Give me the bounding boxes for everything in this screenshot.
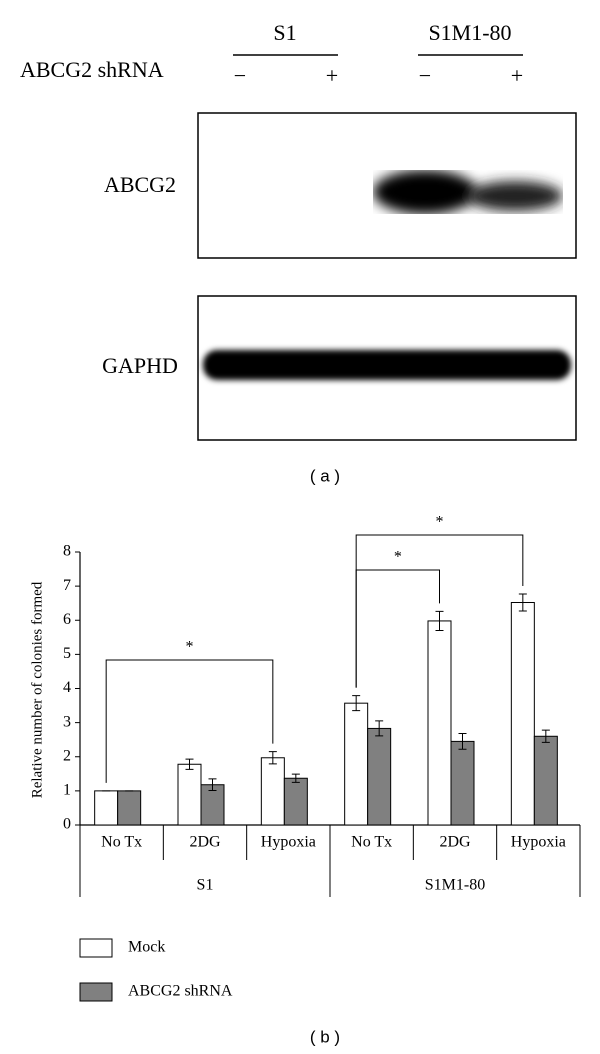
error-bar bbox=[268, 751, 277, 765]
significance-label: * bbox=[436, 514, 444, 531]
bar bbox=[94, 790, 119, 826]
band bbox=[467, 181, 563, 211]
y-tick-label: 2 bbox=[63, 747, 71, 764]
bar bbox=[344, 702, 369, 826]
group-label: S1 bbox=[273, 20, 296, 45]
bar bbox=[117, 790, 142, 826]
x-tick-label: No Tx bbox=[101, 834, 142, 851]
lane-label: − bbox=[234, 63, 246, 88]
error-bar bbox=[518, 593, 527, 612]
bar bbox=[450, 740, 475, 826]
x-tick-label: No Tx bbox=[351, 834, 392, 851]
error-bar bbox=[208, 778, 217, 792]
y-tick-label: 8 bbox=[63, 543, 71, 560]
y-tick-label: 6 bbox=[63, 611, 71, 628]
legend-swatch bbox=[79, 982, 113, 1002]
group-label: S1M1-80 bbox=[428, 20, 511, 45]
legend-label: Mock bbox=[128, 939, 165, 956]
group-label: S1M1-80 bbox=[425, 877, 485, 894]
x-tick-label: 2DG bbox=[439, 834, 471, 851]
legend-label: ABCG2 shRNA bbox=[128, 983, 233, 1000]
legend-swatch bbox=[79, 938, 113, 958]
band-label: GAPHD bbox=[102, 353, 178, 378]
y-tick-label: 5 bbox=[63, 645, 71, 662]
x-tick-label: Hypoxia bbox=[511, 834, 566, 851]
row-label: ABCG2 shRNA bbox=[20, 57, 164, 82]
error-bar bbox=[352, 695, 361, 712]
lane-label: − bbox=[419, 63, 431, 88]
error-bar bbox=[291, 773, 300, 783]
band bbox=[203, 350, 571, 380]
panel-label: ( b ) bbox=[310, 1027, 340, 1046]
error-bar bbox=[375, 720, 384, 737]
y-tick-label: 1 bbox=[63, 782, 71, 799]
y-tick-label: 7 bbox=[63, 577, 71, 594]
x-tick-label: Hypoxia bbox=[261, 834, 316, 851]
error-bar bbox=[185, 758, 194, 770]
significance-bracket bbox=[355, 534, 524, 688]
y-tick-label: 3 bbox=[63, 713, 71, 730]
bar bbox=[260, 757, 285, 826]
lane-label: + bbox=[326, 63, 338, 88]
bar bbox=[427, 620, 452, 826]
significance-label: * bbox=[394, 549, 402, 566]
y-tick-label: 4 bbox=[63, 679, 71, 696]
significance-bracket bbox=[355, 569, 440, 688]
error-bar bbox=[541, 729, 550, 743]
band-label: ABCG2 bbox=[104, 172, 176, 197]
significance-label: * bbox=[186, 639, 194, 656]
bar bbox=[283, 777, 308, 826]
lane-label: + bbox=[511, 63, 523, 88]
bar bbox=[533, 735, 558, 826]
y-tick-label: 0 bbox=[63, 816, 71, 833]
band bbox=[373, 170, 477, 214]
error-bar bbox=[435, 610, 444, 631]
x-tick-label: 2DG bbox=[189, 834, 221, 851]
panel-label: ( a ) bbox=[310, 466, 340, 485]
error-bar bbox=[458, 733, 467, 750]
bar bbox=[510, 602, 535, 826]
bar bbox=[177, 763, 202, 826]
y-axis-label: Relative number of colonies formed bbox=[29, 581, 45, 798]
significance-bracket bbox=[105, 659, 274, 783]
group-label: S1 bbox=[197, 877, 214, 894]
western-blot: S1 S1M1-80 ABCG2 shRNA − + − + ABCG2 GAP… bbox=[20, 20, 577, 485]
bar bbox=[367, 727, 392, 826]
